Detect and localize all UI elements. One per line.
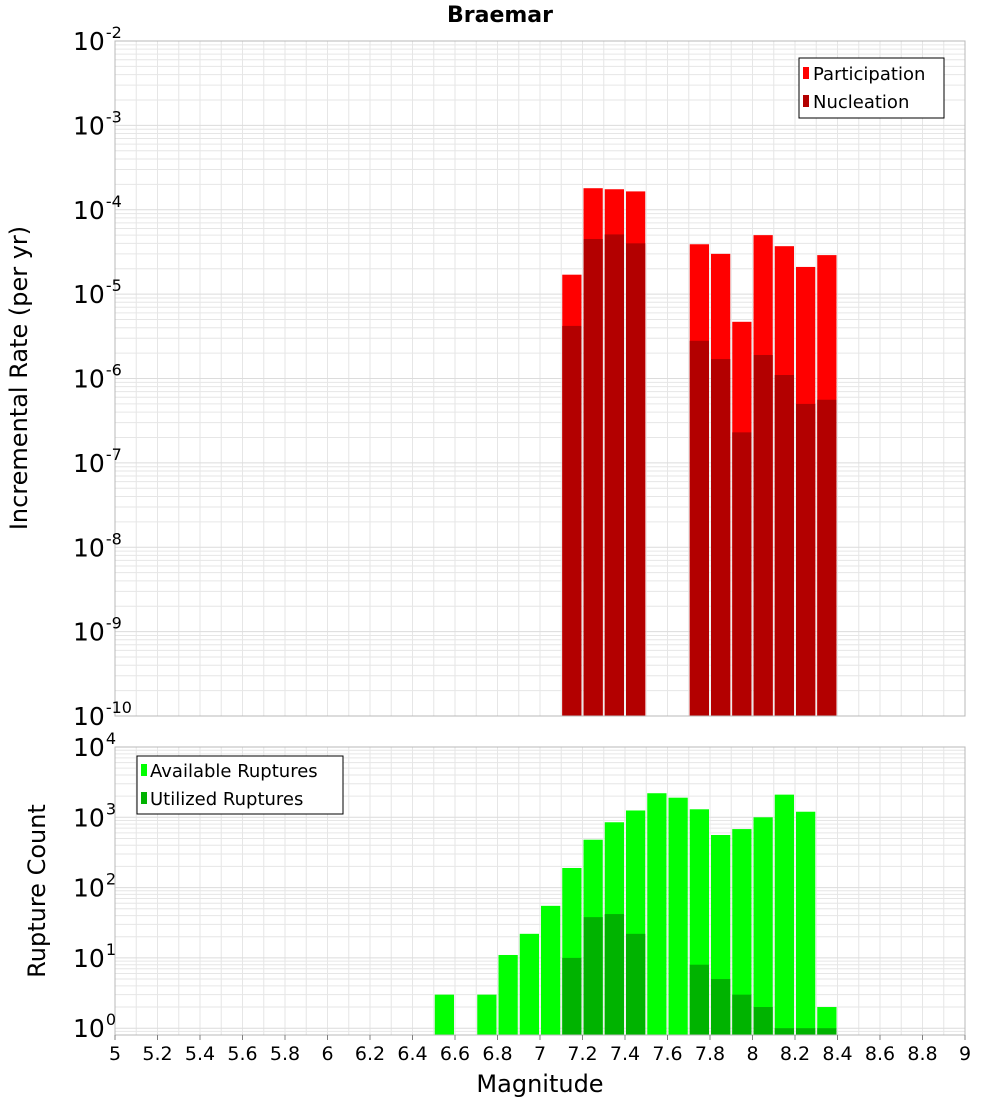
counts-bar-available-ruptures (817, 1007, 837, 1035)
x-tick-label: 8.4 (822, 1043, 852, 1065)
rates-bar-nucleation (817, 399, 837, 716)
counts-bar-available-ruptures (732, 829, 752, 1035)
rates-legend: Participation Nucleation (798, 57, 945, 119)
x-tick-label: 5.6 (227, 1043, 257, 1065)
counts-bar-utilized-ruptures (796, 1028, 816, 1035)
x-tick-label: 5.4 (185, 1043, 215, 1065)
counts-bar-available-ruptures (774, 794, 794, 1035)
rates-bar-nucleation (732, 432, 752, 716)
y-tick-label: 10-4 (73, 192, 122, 225)
counts-bar-utilized-ruptures (562, 957, 582, 1035)
chart-title: Braemar (447, 3, 553, 28)
counts-bar-utilized-ruptures (753, 1007, 773, 1035)
counts-bar-utilized-ruptures (711, 979, 731, 1035)
y-tick-label: 10-8 (73, 529, 122, 562)
x-tick-label: 6.8 (482, 1043, 512, 1065)
counts-bar-utilized-ruptures (604, 914, 624, 1035)
counts-bars (434, 793, 837, 1035)
x-axis-title: Magnitude (476, 1070, 603, 1098)
x-ticks: 5 5.2 5.4 5.6 5.8 6 6.2 6.4 6.6 6.8 7 7.2 7.4 7.6 7.8 8… (109, 1035, 971, 1065)
y-tick-label: 10-2 (73, 23, 122, 56)
y-tick-label: 10-10 (73, 698, 132, 731)
y-tick-label: 103 (73, 799, 116, 832)
legend-swatch-participation (803, 67, 809, 79)
counts-bar-utilized-ruptures (817, 1028, 837, 1035)
rates-panel: 10-10 10-9 10-8 10-7 10-6 10-5 10-4 10-3 10-2 In… (5, 23, 966, 731)
x-tick-label: 7 (534, 1043, 546, 1065)
x-tick-label: 7.2 (567, 1043, 597, 1065)
counts-bar-available-ruptures (647, 793, 667, 1035)
x-tick-label: 8 (746, 1043, 758, 1065)
rates-bar-nucleation (562, 325, 582, 716)
x-tick-label: 8.2 (780, 1043, 810, 1065)
y-tick-label: 10-9 (73, 614, 122, 647)
x-tick-label: 5.8 (270, 1043, 300, 1065)
rates-y-ticks: 10-10 10-9 10-8 10-7 10-6 10-5 10-4 10-3 10-2 (73, 23, 132, 731)
rates-bar-nucleation (626, 243, 646, 717)
rates-bar-nucleation (583, 239, 603, 716)
counts-bar-available-ruptures (519, 933, 539, 1035)
rates-grid (114, 40, 966, 717)
rates-bar-nucleation (604, 234, 624, 716)
x-tick-label: 7.8 (695, 1043, 725, 1065)
x-tick-label: 7.6 (652, 1043, 682, 1065)
x-tick-label: 6 (321, 1043, 333, 1065)
x-tick-label: 5 (109, 1043, 121, 1065)
x-tick-label: 5.2 (142, 1043, 172, 1065)
counts-bar-available-ruptures (668, 797, 688, 1035)
rates-y-axis-title: Incremental Rate (per yr) (5, 226, 33, 530)
rates-plot-frame (114, 40, 966, 717)
rates-bar-nucleation (796, 403, 816, 716)
y-tick-label: 10-6 (73, 361, 122, 394)
counts-bar-available-ruptures (498, 954, 518, 1035)
legend-label-utilized: Utilized Ruptures (150, 789, 303, 810)
counts-bar-utilized-ruptures (689, 964, 709, 1035)
counts-bar-available-ruptures (477, 994, 497, 1035)
y-tick-label: 102 (73, 870, 116, 903)
counts-legend: Available Ruptures Utilized Ruptures (136, 755, 344, 815)
x-tick-label: 6.4 (397, 1043, 427, 1065)
legend-label-nucleation: Nucleation (813, 92, 909, 113)
x-tick-label: 7.4 (610, 1043, 640, 1065)
counts-bar-available-ruptures (753, 817, 773, 1035)
x-tick-label: 8.6 (865, 1043, 895, 1065)
x-tick-label: 8.8 (907, 1043, 937, 1065)
rates-bar-nucleation (689, 340, 709, 716)
counts-bar-utilized-ruptures (774, 1028, 794, 1035)
y-tick-label: 100 (73, 1010, 116, 1043)
rates-bar-nucleation (774, 375, 794, 716)
counts-bar-utilized-ruptures (583, 917, 603, 1035)
counts-bar-utilized-ruptures (626, 933, 646, 1035)
counts-y-axis-title: Rupture Count (23, 804, 51, 978)
legend-swatch-nucleation (803, 95, 809, 107)
counts-bar-utilized-ruptures (732, 994, 752, 1035)
x-tick-label: 9 (959, 1043, 971, 1065)
counts-bar-available-ruptures (434, 994, 454, 1035)
legend-swatch-utilized (141, 792, 147, 804)
y-tick-label: 10-5 (73, 276, 122, 309)
rates-bar-nucleation (711, 359, 731, 716)
counts-y-ticks: 100 101 102 103 104 (73, 729, 116, 1043)
legend-swatch-available (141, 764, 147, 776)
rates-legend-box (798, 57, 945, 119)
rates-bars (562, 188, 837, 717)
counts-bar-available-ruptures (541, 905, 561, 1035)
y-tick-label: 104 (73, 729, 116, 762)
legend-label-available: Available Ruptures (150, 761, 318, 782)
counts-legend-box (136, 755, 344, 815)
y-tick-label: 10-3 (73, 107, 122, 140)
y-tick-label: 10-7 (73, 445, 122, 478)
counts-panel: 100 101 102 103 104 5 5.2 5.4 5.6 5.8 6 6.2 6.4 6.6 6… (23, 729, 971, 1098)
y-tick-label: 101 (73, 940, 116, 973)
rates-bar-nucleation (753, 354, 773, 716)
legend-label-participation: Participation (813, 64, 925, 85)
x-tick-label: 6.6 (440, 1043, 470, 1065)
x-tick-label: 6.2 (355, 1043, 385, 1065)
counts-bar-available-ruptures (796, 811, 816, 1035)
